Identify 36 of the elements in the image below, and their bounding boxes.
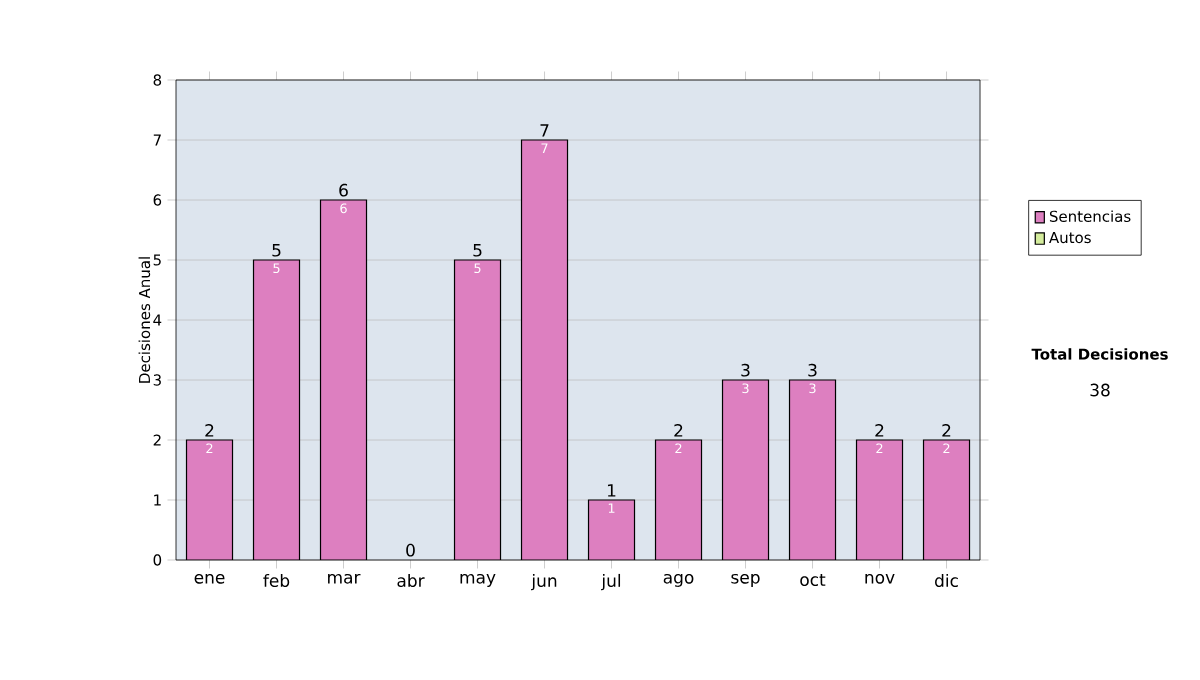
bar — [855, 439, 904, 560]
bar — [922, 439, 971, 560]
total-label: 2 — [875, 423, 884, 437]
x-tick-label: jun — [531, 573, 557, 591]
x-tick-label: dic — [935, 573, 958, 588]
total-label: 2 — [942, 423, 951, 437]
total-label: 5 — [272, 243, 281, 257]
total-label: 3 — [741, 363, 750, 377]
x-tick-label: nov — [865, 573, 895, 584]
bar — [587, 499, 636, 560]
total-label: 2 — [674, 423, 683, 437]
bar — [453, 259, 502, 560]
total-label: 5 — [473, 243, 482, 257]
total-label: 1 — [607, 484, 616, 497]
bar — [721, 379, 770, 560]
x-tick-label: ene — [194, 573, 225, 584]
total-label: 0 — [406, 543, 415, 557]
bar — [320, 200, 367, 560]
x-tick-label: may — [460, 573, 496, 587]
x-tick-label: jul — [601, 573, 621, 591]
x-tick-label: feb — [263, 573, 290, 588]
x-tick-label: sep — [731, 573, 760, 587]
x-tick-label: oct — [800, 573, 826, 587]
text: 38 — [1090, 383, 1110, 397]
x-tick-label: mar — [328, 573, 361, 584]
total-label: 6 — [339, 183, 348, 197]
x-tick-label: ago — [663, 573, 694, 587]
x-tick-label: abr — [397, 573, 425, 588]
total-label: 2 — [205, 423, 214, 437]
bar — [788, 379, 837, 560]
bar — [520, 139, 569, 560]
bar — [253, 260, 300, 560]
total-label: 7 — [540, 124, 549, 137]
total-label: 3 — [808, 363, 817, 377]
bar — [186, 440, 233, 560]
bar — [654, 439, 703, 560]
